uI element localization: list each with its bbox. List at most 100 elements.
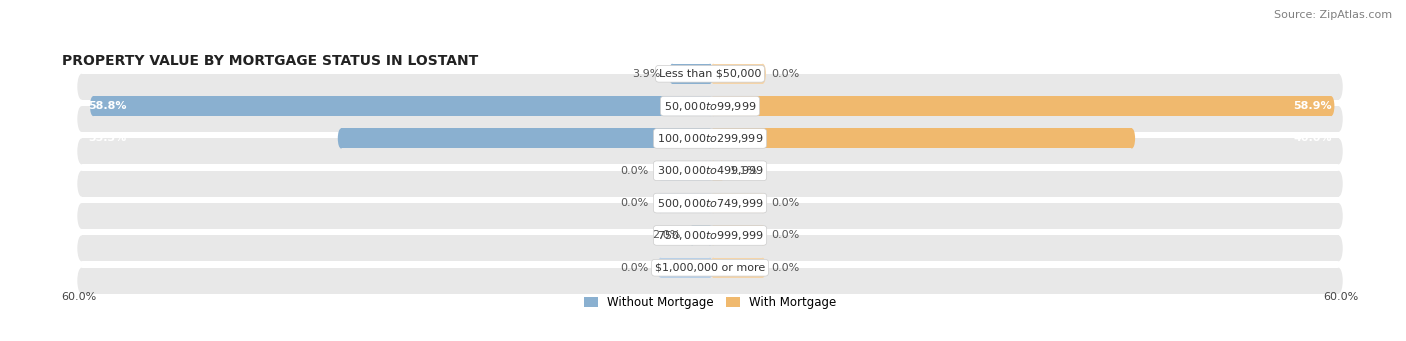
Text: 35.3%: 35.3% [87, 133, 127, 144]
Text: 3.9%: 3.9% [633, 69, 661, 79]
Legend: Without Mortgage, With Mortgage: Without Mortgage, With Mortgage [579, 292, 841, 314]
Bar [661, 161, 707, 181]
Bar [342, 129, 707, 148]
Circle shape [710, 193, 717, 213]
Bar [713, 64, 762, 84]
Circle shape [77, 74, 86, 100]
Text: 0.0%: 0.0% [620, 198, 650, 208]
Circle shape [710, 96, 717, 116]
Circle shape [1334, 268, 1343, 294]
Circle shape [710, 129, 717, 148]
Circle shape [77, 171, 86, 197]
Bar [661, 193, 707, 213]
Bar [713, 64, 759, 84]
Text: 0.0%: 0.0% [620, 166, 650, 176]
Text: 0.0%: 0.0% [770, 198, 800, 208]
Circle shape [77, 203, 86, 229]
Circle shape [759, 193, 766, 213]
Text: $100,000 to $299,999: $100,000 to $299,999 [657, 132, 763, 145]
Circle shape [707, 96, 713, 116]
Circle shape [1334, 106, 1343, 132]
Bar [661, 161, 710, 181]
Bar [82, 106, 1339, 132]
Bar [672, 64, 707, 84]
Bar [82, 268, 1339, 294]
Circle shape [759, 258, 766, 278]
Bar [93, 96, 707, 116]
Text: $50,000 to $99,999: $50,000 to $99,999 [664, 100, 756, 113]
Bar [692, 225, 710, 246]
Bar [713, 225, 759, 246]
Bar [713, 129, 1129, 148]
Circle shape [669, 64, 675, 84]
Bar [713, 96, 1327, 116]
Text: 60.0%: 60.0% [1323, 293, 1358, 302]
Bar [82, 235, 1339, 261]
Bar [713, 258, 762, 278]
Bar [713, 225, 762, 246]
Circle shape [1334, 74, 1343, 100]
Bar [82, 171, 1339, 197]
Text: $750,000 to $999,999: $750,000 to $999,999 [657, 229, 763, 242]
Circle shape [718, 161, 725, 181]
Circle shape [710, 64, 717, 84]
Bar [713, 258, 759, 278]
Circle shape [710, 161, 717, 181]
Text: 2.0%: 2.0% [652, 231, 681, 240]
Circle shape [707, 193, 713, 213]
Circle shape [337, 129, 344, 148]
Text: 60.0%: 60.0% [62, 293, 97, 302]
Text: 40.0%: 40.0% [1294, 133, 1333, 144]
Circle shape [77, 268, 86, 294]
Text: $500,000 to $749,999: $500,000 to $749,999 [657, 197, 763, 210]
Circle shape [1334, 235, 1343, 261]
Bar [713, 161, 721, 181]
Circle shape [707, 129, 713, 148]
Text: 0.0%: 0.0% [620, 263, 650, 273]
Text: 58.8%: 58.8% [87, 101, 127, 111]
Bar [713, 96, 1331, 116]
Bar [342, 129, 710, 148]
Circle shape [657, 161, 664, 181]
Circle shape [710, 225, 717, 246]
Circle shape [759, 64, 766, 84]
Circle shape [77, 106, 86, 132]
Text: 0.0%: 0.0% [770, 263, 800, 273]
Circle shape [657, 258, 664, 278]
Bar [661, 258, 707, 278]
Bar [93, 96, 710, 116]
Text: 0.0%: 0.0% [770, 69, 800, 79]
Bar [713, 129, 1132, 148]
Circle shape [1334, 203, 1343, 229]
Bar [713, 193, 759, 213]
Text: $300,000 to $499,999: $300,000 to $499,999 [657, 164, 763, 177]
Bar [692, 225, 707, 246]
Text: 0.0%: 0.0% [770, 231, 800, 240]
Circle shape [657, 193, 664, 213]
Bar [672, 64, 710, 84]
Circle shape [1334, 138, 1343, 164]
Text: $1,000,000 or more: $1,000,000 or more [655, 263, 765, 273]
Bar [661, 258, 710, 278]
Circle shape [90, 96, 97, 116]
Circle shape [707, 161, 713, 181]
Bar [713, 161, 718, 181]
Circle shape [707, 64, 713, 84]
Text: 1.1%: 1.1% [730, 166, 758, 176]
Circle shape [77, 138, 86, 164]
Bar [713, 193, 762, 213]
Text: Less than $50,000: Less than $50,000 [659, 69, 761, 79]
Circle shape [1334, 171, 1343, 197]
Circle shape [707, 258, 713, 278]
Circle shape [689, 225, 696, 246]
Circle shape [77, 235, 86, 261]
Circle shape [759, 225, 766, 246]
Circle shape [707, 225, 713, 246]
Text: PROPERTY VALUE BY MORTGAGE STATUS IN LOSTANT: PROPERTY VALUE BY MORTGAGE STATUS IN LOS… [62, 54, 478, 68]
Bar [661, 193, 710, 213]
Text: 58.9%: 58.9% [1294, 101, 1333, 111]
Circle shape [1327, 96, 1334, 116]
Bar [82, 138, 1339, 164]
Circle shape [1129, 129, 1135, 148]
Circle shape [710, 258, 717, 278]
